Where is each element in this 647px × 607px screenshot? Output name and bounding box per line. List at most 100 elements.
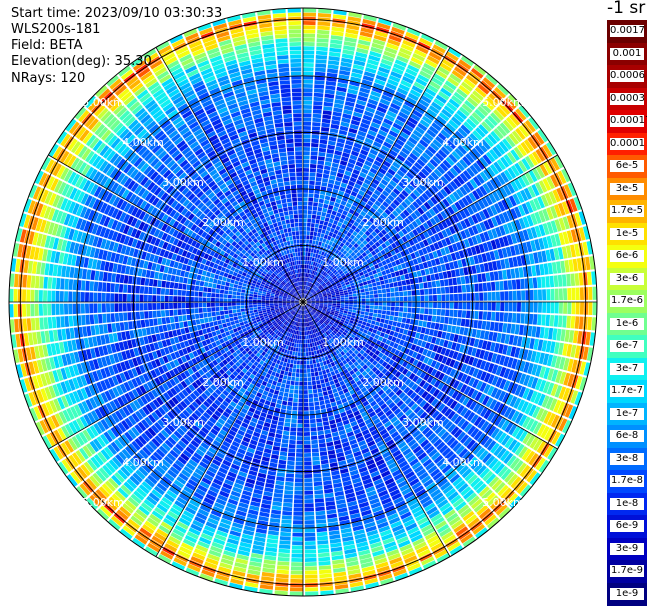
beta-cell (416, 295, 421, 302)
beta-cell (309, 307, 313, 311)
beta-cell (478, 124, 489, 135)
beta-cell (391, 99, 403, 107)
beta-cell (390, 347, 397, 354)
beta-cell (447, 470, 458, 481)
beta-cell (561, 201, 570, 215)
beta-cell (327, 293, 331, 296)
beta-cell (316, 317, 320, 322)
beta-cell (303, 231, 307, 235)
beta-cell (306, 298, 311, 301)
beta-cell (550, 157, 560, 171)
beta-cell (322, 261, 326, 266)
beta-cell (282, 362, 287, 367)
beta-cell (493, 445, 504, 457)
beta-cell (449, 180, 459, 190)
beta-cell (319, 255, 323, 260)
beta-cell (427, 395, 436, 404)
beta-cell (287, 460, 295, 466)
beta-cell (518, 386, 527, 398)
beta-cell (313, 202, 318, 207)
beta-cell (386, 110, 397, 118)
beta-cell (455, 343, 461, 352)
beta-cell (374, 175, 382, 182)
beta-cell (427, 335, 433, 343)
beta-cell (427, 432, 437, 442)
beta-cell (504, 302, 509, 312)
beta-cell (359, 355, 366, 361)
beta-cell (393, 266, 399, 272)
beta-cell (282, 396, 288, 402)
beta-cell (314, 498, 324, 503)
beta-cell (428, 105, 440, 115)
beta-cell (387, 413, 396, 420)
beta-cell (426, 237, 433, 245)
beta-cell (359, 327, 364, 332)
beta-cell (587, 316, 592, 331)
beta-cell (309, 235, 313, 240)
beta-cell (435, 337, 441, 345)
beta-cell (408, 223, 415, 231)
beta-cell (380, 392, 387, 399)
beta-cell (457, 418, 466, 428)
beta-cell (433, 73, 446, 83)
beta-cell (398, 351, 404, 358)
beta-cell (330, 39, 343, 45)
beta-cell (271, 450, 280, 456)
beta-cell (411, 85, 423, 94)
beta-cell (327, 307, 332, 310)
beta-cell (432, 44, 446, 54)
beta-cell (477, 105, 489, 117)
beta-cell (288, 444, 296, 449)
beta-cell (320, 379, 325, 384)
beta-cell (346, 92, 357, 99)
beta-cell (546, 207, 554, 220)
beta-cell (386, 288, 391, 293)
beta-cell (311, 303, 315, 305)
beta-cell (373, 325, 379, 330)
beta-cell (317, 160, 325, 165)
beta-cell (402, 360, 409, 368)
beta-cell (407, 290, 412, 296)
beta-cell (338, 287, 343, 291)
beta-cell (319, 375, 324, 380)
beta-cell (386, 273, 392, 279)
beta-cell (310, 231, 314, 236)
beta-cell (356, 47, 369, 55)
beta-cell (337, 347, 343, 353)
beta-cell (327, 316, 332, 320)
beta-cell (369, 290, 374, 295)
beta-cell (279, 540, 291, 545)
beta-cell (350, 76, 361, 83)
beta-cell (295, 457, 303, 462)
beta-cell (290, 380, 295, 386)
beta-cell (311, 448, 319, 453)
beta-cell (303, 364, 307, 369)
beta-cell (348, 296, 353, 300)
beta-cell (462, 156, 472, 166)
beta-cell (388, 130, 399, 138)
beta-cell (483, 292, 488, 301)
beta-cell (509, 245, 516, 256)
beta-cell (415, 313, 420, 320)
beta-cell (499, 225, 506, 236)
beta-cell (314, 490, 324, 495)
beta-cell (391, 405, 399, 412)
beta-cell (440, 264, 447, 272)
beta-cell (305, 587, 319, 592)
beta-cell (410, 284, 416, 290)
beta-cell (314, 71, 326, 77)
beta-cell (307, 300, 311, 302)
beta-cell (286, 380, 291, 385)
beta-cell (380, 222, 387, 229)
beta-cell (460, 434, 470, 444)
beta-cell (333, 264, 339, 270)
beta-cell (381, 211, 389, 219)
beta-cell (494, 481, 506, 494)
beta-cell (449, 261, 455, 270)
beta-cell (550, 174, 559, 188)
beta-cell (320, 135, 328, 140)
beta-cell (357, 330, 363, 335)
beta-cell (312, 291, 317, 295)
beta-cell (377, 232, 384, 238)
beta-cell (418, 263, 425, 270)
